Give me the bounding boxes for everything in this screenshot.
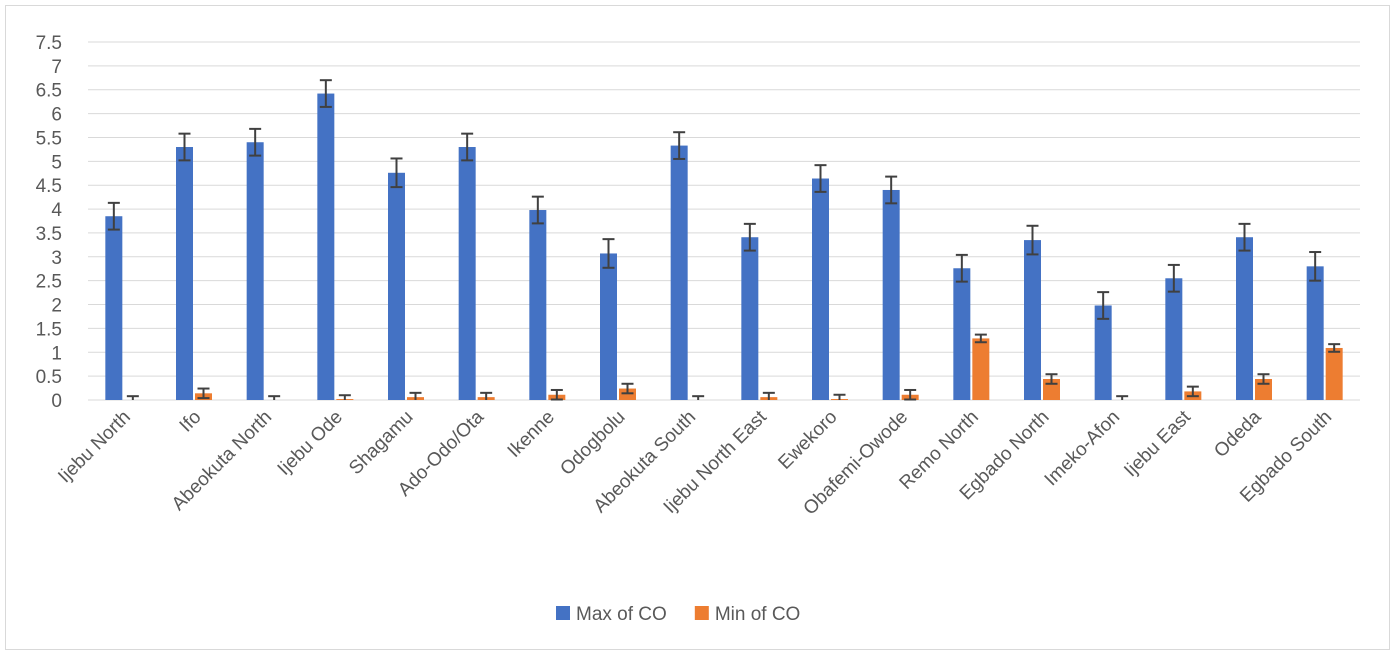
x-tick-label: Ifo [176, 407, 206, 437]
bar [600, 253, 617, 400]
y-tick-label: 6 [51, 105, 62, 126]
bar [812, 178, 829, 400]
y-tick-label: 1.5 [36, 319, 62, 340]
bar [388, 172, 405, 400]
legend-swatch [694, 606, 709, 620]
legend-swatch [556, 606, 570, 620]
bar [1236, 237, 1253, 400]
y-axis-ticks: 0 0.5 1 1.52 2.5 3 3.5 4 4.5 5 5.56 6.5 7 7.5 [36, 33, 63, 412]
y-tick-label: 4 [51, 200, 62, 221]
x-tick-label: Ewekoro [774, 407, 841, 474]
y-tick-label: 7 [51, 57, 62, 78]
bar [529, 210, 547, 400]
bar [1094, 305, 1112, 400]
legend-label: Max of CO [576, 604, 667, 625]
x-tick-label: Odogbolu [556, 407, 629, 480]
gridlines [88, 41, 1360, 401]
bar [741, 237, 759, 400]
x-tick-label: Imeko-Afon [1041, 407, 1125, 491]
legend: Max of CO Min of CO [556, 604, 800, 625]
y-tick-label: 1 [51, 343, 62, 364]
x-tick-label: Odeda [1210, 406, 1265, 461]
y-tick-label: 2.5 [36, 272, 62, 293]
bar [972, 338, 990, 400]
bar [246, 142, 264, 401]
y-tick-label: 3.5 [36, 224, 62, 245]
y-tick-label: 2 [51, 296, 62, 317]
bars [105, 93, 1343, 401]
y-tick-label: 5.5 [36, 128, 62, 149]
x-tick-label: Ijebu East [1120, 406, 1195, 481]
bar [670, 145, 688, 400]
chart-frame [5, 5, 1390, 650]
bar [882, 189, 900, 400]
bar [105, 216, 123, 400]
error-bars [107, 79, 1341, 401]
bar [1024, 240, 1041, 400]
legend-label: Min of CO [715, 604, 801, 625]
y-tick-label: 6.5 [36, 81, 62, 102]
x-tick-label: Ijebu North [54, 407, 135, 488]
bar [458, 147, 476, 400]
y-tick-label: 5 [51, 152, 62, 173]
bar [1325, 347, 1343, 400]
bar [1306, 266, 1324, 400]
bar [1165, 278, 1183, 400]
x-tick-label: Shagamu [345, 407, 417, 479]
x-tick-label: Ikenne [504, 407, 559, 462]
bar [953, 268, 971, 400]
bar [317, 93, 335, 400]
y-tick-label: 4.5 [36, 176, 62, 197]
bar [176, 147, 193, 400]
x-tick-label: Ijebu Ode [274, 407, 347, 480]
y-tick-label: 0 [51, 391, 62, 412]
y-tick-label: 3 [51, 248, 62, 269]
y-tick-label: 0.5 [36, 367, 62, 388]
y-tick-label: 7.5 [36, 33, 62, 54]
